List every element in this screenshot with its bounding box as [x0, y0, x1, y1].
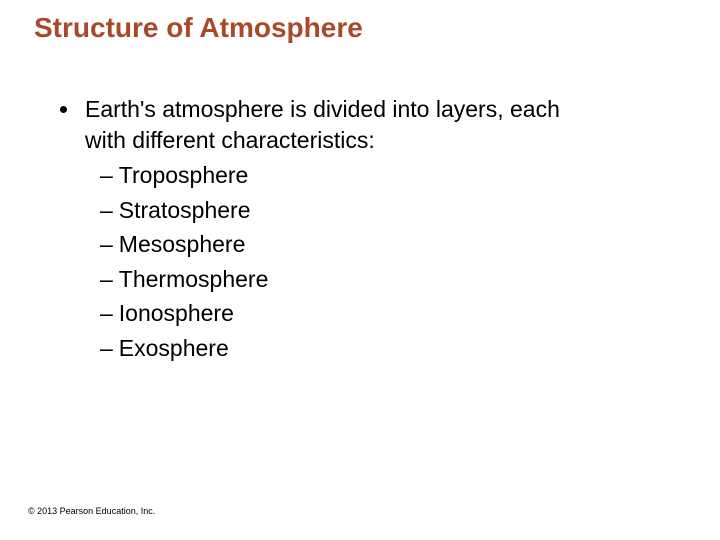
dash-icon: – — [100, 331, 113, 366]
copyright-text: © 2013 Pearson Education, Inc. — [28, 506, 155, 516]
bullet-text: Earth's atmosphere is divided into layer… — [85, 94, 560, 156]
sub-items-list: – Troposphere – Stratosphere – Mesospher… — [60, 156, 720, 365]
subitem-label: Mesosphere — [119, 227, 246, 262]
subitem-label: Stratosphere — [119, 193, 251, 228]
dash-icon: – — [100, 296, 113, 331]
list-item: – Mesosphere — [100, 227, 720, 262]
list-item: – Stratosphere — [100, 193, 720, 228]
list-item: – Troposphere — [100, 158, 720, 193]
dash-icon: – — [100, 158, 113, 193]
slide-title: Structure of Atmosphere — [0, 0, 720, 44]
list-item: – Thermosphere — [100, 262, 720, 297]
bullet-main: Earth's atmosphere is divided into layer… — [60, 94, 720, 156]
subitem-label: Ionosphere — [119, 296, 234, 331]
content-body: Earth's atmosphere is divided into layer… — [0, 44, 720, 365]
list-item: – Exosphere — [100, 331, 720, 366]
bullet-line-1: Earth's atmosphere is divided into layer… — [85, 96, 560, 122]
bullet-line-2: with different characteristics: — [85, 127, 375, 153]
list-item: – Ionosphere — [100, 296, 720, 331]
dash-icon: – — [100, 262, 113, 297]
subitem-label: Thermosphere — [119, 262, 269, 297]
subitem-label: Troposphere — [119, 158, 249, 193]
dash-icon: – — [100, 227, 113, 262]
subitem-label: Exosphere — [119, 331, 229, 366]
bullet-dot-icon — [60, 106, 67, 113]
dash-icon: – — [100, 193, 113, 228]
